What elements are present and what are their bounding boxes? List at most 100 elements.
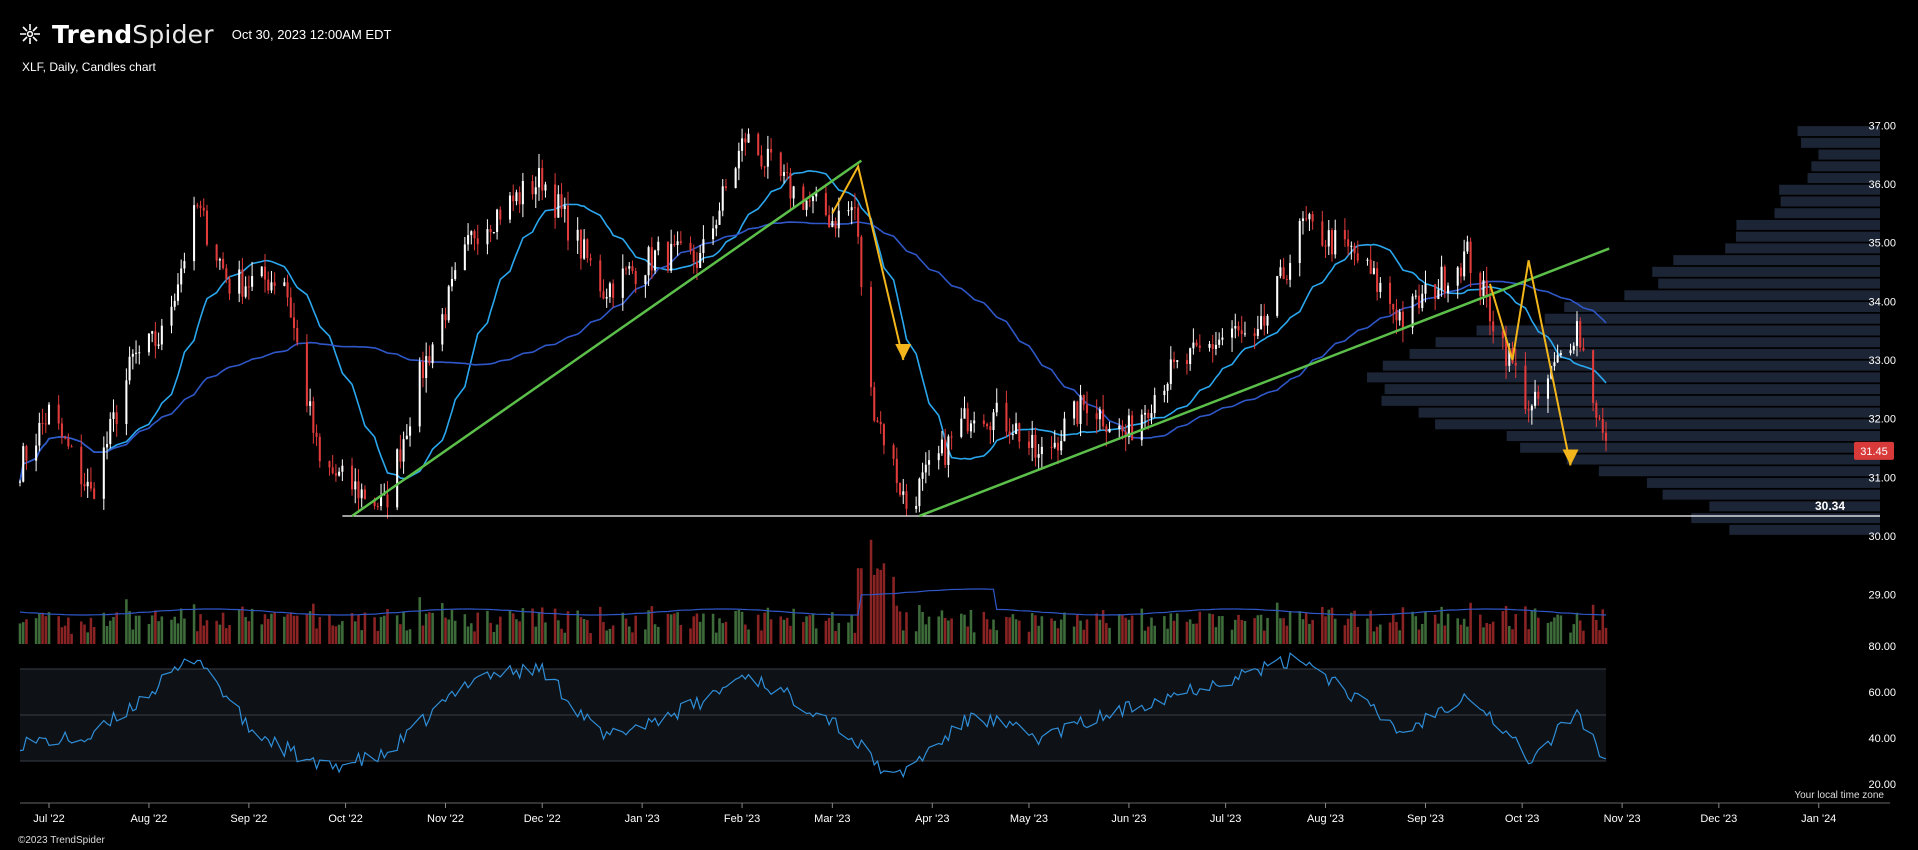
candle-body (350, 465, 354, 490)
volume-bar (395, 615, 399, 644)
candle-body (1256, 328, 1259, 336)
candle-body (289, 297, 292, 318)
volume-bar (1282, 618, 1285, 644)
candle-body (989, 426, 992, 431)
volume-bar (247, 621, 251, 644)
candle-body (102, 447, 105, 499)
volume-bar (589, 633, 592, 644)
candle-body (496, 209, 499, 232)
candle-body (215, 244, 218, 261)
volume-bar (1556, 614, 1559, 644)
volume-bar (557, 620, 560, 644)
volume-profile-bar (1729, 524, 1880, 535)
candle-body (747, 133, 750, 143)
candle-body (960, 418, 963, 437)
candle-body (1237, 326, 1240, 331)
trendline (918, 247, 1610, 518)
volume-bar (318, 616, 322, 644)
volume-bar (1011, 614, 1015, 644)
volume-profile-bar (1366, 372, 1880, 383)
candle-body (1392, 303, 1395, 310)
candle-body (786, 172, 789, 174)
volume-bar (802, 622, 805, 644)
candle-body (744, 138, 747, 143)
x-axis-label: Feb '23 (724, 813, 760, 825)
candle-body (147, 333, 150, 353)
volume-bar (334, 626, 338, 644)
candle-body (1537, 391, 1540, 399)
volume-bar (1027, 631, 1031, 644)
volume-bar (1456, 618, 1460, 644)
volume-profile-bar (1646, 477, 1880, 488)
candle-body (1379, 282, 1382, 292)
candle-body (1311, 214, 1314, 222)
candle-body (899, 482, 902, 495)
volume-bar (1301, 619, 1305, 644)
volume-bar (215, 620, 218, 644)
volume-bar (1117, 613, 1121, 644)
volume-bar (985, 619, 989, 644)
volume-bar (1343, 625, 1347, 644)
candle-body (431, 344, 434, 364)
volume-bar (676, 612, 679, 644)
price-candles (18, 128, 1608, 519)
volume-bar (898, 611, 902, 644)
trendspider-logo-icon (20, 24, 40, 44)
volume-bar (315, 628, 318, 644)
candle-body (1534, 391, 1537, 406)
price-axis-label: 32.00 (1868, 414, 1896, 426)
volume-profile-bar (1779, 184, 1880, 195)
candle-body (354, 481, 357, 490)
volume-bar (914, 631, 918, 644)
candle-body (612, 283, 615, 298)
x-axis-label: Dec '22 (524, 813, 561, 825)
volume-bar (444, 617, 447, 644)
rsi-axis-label: 20.00 (1868, 779, 1896, 791)
volume-profile-bar (1662, 489, 1880, 500)
candle-body (441, 314, 444, 345)
x-axis-label: Jan '24 (1801, 813, 1836, 825)
timezone-note: Your local time zone (1794, 790, 1884, 801)
volume-bar (1072, 626, 1076, 644)
candle-body (467, 235, 470, 245)
candle-body (1005, 402, 1008, 432)
volume-bar (876, 568, 879, 644)
volume-bar (128, 611, 131, 644)
volume-bar (647, 610, 650, 644)
volume-profile-bar (1476, 325, 1880, 336)
volume-bar (1214, 627, 1218, 644)
candle-body (808, 200, 811, 202)
volume-profile-bar (1801, 137, 1880, 148)
volume-bar (576, 610, 579, 644)
candle-body (376, 505, 379, 507)
candle-body (1501, 331, 1504, 339)
volume-bar (1437, 623, 1440, 644)
volume-bar (250, 608, 254, 644)
candle-body (402, 439, 405, 462)
volume-bar (1414, 616, 1418, 644)
volume-profile-bar (1564, 302, 1880, 313)
candle-body (544, 184, 547, 191)
candle-body (1173, 359, 1176, 362)
x-axis-label: Sep '22 (230, 813, 267, 825)
candle-body (1343, 230, 1346, 240)
volume-profile-bar (1418, 407, 1880, 418)
volume-bar (947, 620, 950, 644)
volume-bar (1230, 629, 1234, 644)
candle-body (1401, 311, 1404, 328)
volume-bar (1527, 629, 1530, 644)
volume-bar (982, 611, 986, 644)
candle-body (151, 331, 154, 334)
candle-body (624, 268, 628, 270)
candle-body (1198, 345, 1201, 348)
candle-body (263, 266, 267, 280)
volume-bar (1433, 614, 1437, 644)
volume-bar (540, 607, 544, 644)
volume-bar (1130, 615, 1134, 644)
candle-body (1131, 415, 1134, 441)
candle-body (1434, 284, 1437, 300)
volume-bar (882, 563, 886, 644)
volume-bar (653, 624, 657, 644)
candle-body (628, 266, 631, 269)
candle-body (853, 207, 856, 209)
